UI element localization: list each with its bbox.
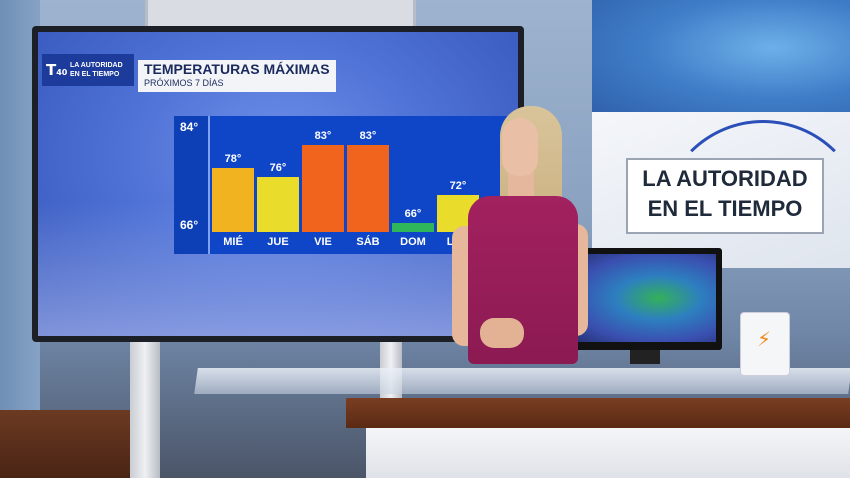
presenter-hands (480, 318, 524, 348)
day-label: DOM (400, 236, 426, 248)
bar-value-label: 83° (314, 129, 332, 142)
presenter-neck (508, 172, 534, 198)
video-wall-map (592, 0, 850, 120)
desk-front (366, 428, 850, 478)
y-axis (174, 116, 210, 254)
day-label: MIÉ (223, 236, 243, 248)
station-logo-line2: EN EL TIEMPO (70, 71, 120, 78)
wall-sign: LA AUTORIDAD EN EL TIEMPO (626, 158, 824, 234)
bar-3 (347, 144, 389, 232)
desk-wood-band (346, 398, 850, 428)
bar-2 (302, 144, 344, 232)
lightning-bolt-icon: ⚡ (757, 327, 772, 351)
wall-sign-line1: LA AUTORIDAD (642, 166, 808, 191)
day-label: VIE (314, 236, 332, 248)
station-logo-line1: LA AUTORIDAD (70, 62, 123, 69)
y-tick-label: 66° (180, 218, 199, 232)
desk-logo-sign: ⚡ (740, 312, 790, 376)
bar-value-label: 78° (224, 152, 242, 165)
presenter-face (502, 118, 538, 176)
desk-monitor-stand (630, 350, 660, 364)
bar-0 (212, 167, 254, 232)
graphic-title: TEMPERATURAS MÁXIMAS (144, 61, 330, 77)
weather-graphic-screen: T40 LA AUTORIDAD EN EL TIEMPO TEMPERATUR… (38, 32, 518, 336)
day-label: SÁB (356, 236, 380, 248)
station-logo: T40 LA AUTORIDAD EN EL TIEMPO (42, 54, 134, 86)
desk-monitor-radar (572, 254, 716, 342)
station-logo-number: 40 (56, 68, 68, 77)
y-tick-label: 84° (180, 120, 199, 134)
graphic-subtitle: PRÓXIMOS 7 DÍAS (144, 78, 224, 88)
bar-value-label: 72° (449, 180, 467, 193)
monitor-stand (130, 340, 160, 478)
decorative-arc (660, 120, 850, 326)
bar-1 (257, 176, 299, 232)
wall-sign-line2: EN EL TIEMPO (647, 196, 803, 221)
bar-value-label: 83° (359, 129, 377, 142)
bar-4 (392, 222, 434, 232)
studio-floor (0, 410, 140, 478)
bar-value-label: 76° (269, 161, 287, 174)
graphic-title-box: TEMPERATURAS MÁXIMAS PRÓXIMOS 7 DÍAS (138, 60, 336, 92)
day-label: JUE (267, 236, 289, 248)
bar-value-label: 66° (404, 207, 422, 220)
station-logo-mark: T40 (46, 57, 68, 83)
station-logo-letter: T (46, 61, 57, 79)
